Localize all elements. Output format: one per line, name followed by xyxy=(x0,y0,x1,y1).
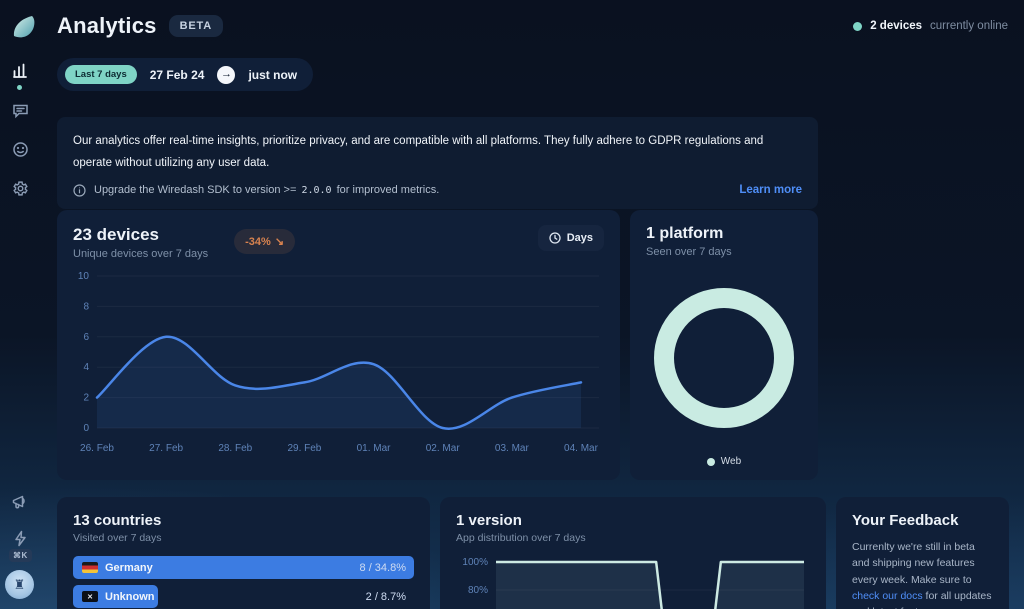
info-banner: Our analytics offer real-time insights, … xyxy=(57,117,818,209)
online-status-dot xyxy=(853,21,863,31)
feedback-card: Your Feedback Currenlty we're still in b… xyxy=(836,497,1009,609)
devices-card: 23 devices Unique devices over 7 days -3… xyxy=(57,210,620,480)
country-row[interactable]: Germany 8 / 34.8% xyxy=(73,556,414,579)
country-name: Germany xyxy=(82,556,153,579)
info-icon xyxy=(73,184,86,197)
quick-actions-lightning-icon[interactable] xyxy=(10,528,30,548)
last-refreshed: just now xyxy=(248,67,298,82)
svg-text:26. Feb: 26. Feb xyxy=(80,443,114,454)
svg-text:01. Mar: 01. Mar xyxy=(357,443,392,454)
svg-text:27. Feb: 27. Feb xyxy=(149,443,183,454)
banner-text: Our analytics offer real-time insights, … xyxy=(73,135,764,169)
platform-legend: Web xyxy=(630,456,818,467)
country-name: ✕ Unknown xyxy=(82,585,155,608)
beta-badge: BETA xyxy=(168,15,223,37)
feedback-nav-icon[interactable] xyxy=(10,100,30,120)
version-card-title: 1 version xyxy=(456,512,522,529)
promoter-score-nav-icon[interactable] xyxy=(10,139,30,159)
countries-card-title: 13 countries xyxy=(73,512,162,529)
devices-card-header: 23 devices Unique devices over 7 days -3… xyxy=(73,225,604,260)
devices-card-title: 23 devices xyxy=(73,225,160,244)
country-bar xyxy=(73,556,414,579)
online-device-count: 2 devices xyxy=(870,20,923,32)
sdk-version: 2.0.0 xyxy=(301,185,332,197)
country-value: 8 / 34.8% xyxy=(359,561,406,574)
svg-text:100%: 100% xyxy=(462,557,488,568)
sdk-upgrade-row: Upgrade the Wiredash SDK to version >= 2… xyxy=(73,184,802,197)
trend-badge: -34% ↘ xyxy=(234,229,296,254)
announcements-megaphone-icon[interactable] xyxy=(10,492,30,512)
svg-text:02. Mar: 02. Mar xyxy=(426,443,461,454)
svg-text:80%: 80% xyxy=(468,585,488,596)
learn-more-link[interactable]: Learn more xyxy=(739,184,802,197)
country-value: 2 / 8.7% xyxy=(365,590,406,603)
date-range-pill[interactable]: Last 7 days xyxy=(65,65,137,84)
svg-text:28. Feb: 28. Feb xyxy=(218,443,252,454)
platform-card-subtitle: Seen over 7 days xyxy=(646,246,732,258)
platform-donut-chart xyxy=(646,284,802,432)
version-card-subtitle: App distribution over 7 days xyxy=(456,532,586,544)
platform-card: 1 platform Seen over 7 days Web xyxy=(630,210,818,480)
sdk-upgrade-text: Upgrade the Wiredash SDK to version >= 2… xyxy=(94,184,440,197)
feedback-body: Currenlty we're still in beta and shippi… xyxy=(852,541,992,609)
filter-date[interactable]: 27 Feb 24 xyxy=(149,67,205,82)
version-area-chart: 100% 80% xyxy=(456,554,810,609)
interval-days-button[interactable]: Days xyxy=(537,225,604,251)
clock-icon xyxy=(549,232,561,244)
country-bar-list: Germany 8 / 34.8% ✕ Unknown 2 / 8.7% xyxy=(73,556,414,608)
docs-link[interactable]: check our docs xyxy=(852,589,923,602)
settings-gear-icon[interactable] xyxy=(10,178,30,198)
country-bar xyxy=(73,585,159,608)
active-nav-dot xyxy=(17,85,22,90)
wiredash-logo[interactable] xyxy=(8,12,40,44)
next-date-button[interactable]: → xyxy=(217,65,236,84)
devices-line-chart: 0 2 4 6 8 10 26. Feb 27. Feb 28. Feb 29. Feb 01. M… xyxy=(73,268,604,465)
svg-text:4: 4 xyxy=(83,362,89,373)
legend-label: Web xyxy=(720,456,742,467)
countries-card-subtitle: Visited over 7 days xyxy=(73,532,162,544)
user-avatar[interactable]: ♜ xyxy=(5,570,34,599)
analytics-nav-icon[interactable] xyxy=(10,60,30,80)
online-status: 2 devices currently online xyxy=(853,20,1008,32)
svg-text:10: 10 xyxy=(78,271,90,282)
devices-card-subtitle: Unique devices over 7 days xyxy=(73,248,209,260)
svg-text:03. Mar: 03. Mar xyxy=(495,443,530,454)
svg-text:04. Mar: 04. Mar xyxy=(564,443,599,454)
trend-down-arrow-icon: ↘ xyxy=(274,236,285,248)
svg-text:6: 6 xyxy=(83,332,89,343)
page-header: Analytics BETA xyxy=(57,13,223,39)
svg-text:2: 2 xyxy=(83,393,89,404)
feedback-card-title: Your Feedback xyxy=(852,512,959,529)
page-title: Analytics xyxy=(57,13,157,38)
platform-card-title: 1 platform xyxy=(646,225,724,242)
unknown-flag-icon: ✕ xyxy=(82,591,98,602)
svg-text:29. Feb: 29. Feb xyxy=(287,443,321,454)
legend-dot xyxy=(706,457,715,466)
countries-card: 13 countries Visited over 7 days Germany… xyxy=(57,497,430,609)
country-row[interactable]: ✕ Unknown 2 / 8.7% xyxy=(73,585,414,608)
shortcut-badge: ⌘K xyxy=(9,549,32,562)
svg-text:0: 0 xyxy=(83,423,89,434)
filter-bar: Last 7 days 27 Feb 24 → just now xyxy=(57,58,314,91)
svg-text:8: 8 xyxy=(83,301,89,312)
sidebar: ⌘K ♜ xyxy=(0,0,40,609)
germany-flag-icon xyxy=(82,562,98,573)
version-card: 1 version App distribution over 7 days 1… xyxy=(440,497,826,609)
online-status-label: currently online xyxy=(930,20,1008,32)
